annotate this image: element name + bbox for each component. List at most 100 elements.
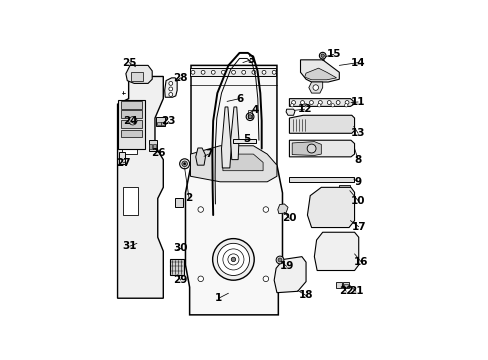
Text: 14: 14 xyxy=(350,58,365,68)
Bar xyxy=(157,122,161,125)
Polygon shape xyxy=(289,115,354,133)
Text: 27: 27 xyxy=(116,158,130,168)
Circle shape xyxy=(336,100,340,104)
Bar xyxy=(340,190,343,192)
Circle shape xyxy=(245,113,253,121)
Bar xyxy=(344,284,347,287)
Circle shape xyxy=(227,254,239,265)
Text: 10: 10 xyxy=(350,195,365,206)
Circle shape xyxy=(201,70,204,74)
Text: 19: 19 xyxy=(279,261,293,271)
Polygon shape xyxy=(274,257,305,293)
Polygon shape xyxy=(289,99,352,107)
Text: 5: 5 xyxy=(243,134,250,144)
Circle shape xyxy=(212,239,254,280)
Bar xyxy=(344,190,347,192)
Text: 7: 7 xyxy=(204,149,212,159)
Bar xyxy=(190,68,276,76)
Circle shape xyxy=(231,257,235,262)
Text: 24: 24 xyxy=(122,116,137,126)
Circle shape xyxy=(291,100,295,104)
Circle shape xyxy=(191,70,195,74)
Circle shape xyxy=(183,163,185,165)
Bar xyxy=(161,122,164,125)
Circle shape xyxy=(168,87,172,91)
Bar xyxy=(148,140,157,151)
Polygon shape xyxy=(314,232,358,270)
Polygon shape xyxy=(285,109,294,115)
Circle shape xyxy=(263,276,268,282)
Circle shape xyxy=(330,104,334,107)
Text: 26: 26 xyxy=(151,148,165,158)
Circle shape xyxy=(320,54,324,57)
Text: 21: 21 xyxy=(348,286,363,296)
Bar xyxy=(169,260,183,275)
Text: 18: 18 xyxy=(298,291,313,301)
Circle shape xyxy=(211,70,215,74)
Circle shape xyxy=(198,207,203,212)
Circle shape xyxy=(344,104,347,107)
Circle shape xyxy=(318,100,322,104)
Text: 1: 1 xyxy=(215,293,222,303)
Circle shape xyxy=(304,104,307,107)
Bar xyxy=(131,72,143,81)
Bar xyxy=(119,152,125,164)
Circle shape xyxy=(179,159,189,169)
Bar xyxy=(335,282,342,288)
Text: 28: 28 xyxy=(173,73,187,83)
Circle shape xyxy=(128,117,137,125)
Text: 31: 31 xyxy=(122,241,137,251)
Circle shape xyxy=(300,100,304,104)
Bar xyxy=(289,177,353,182)
Bar xyxy=(233,139,256,143)
Circle shape xyxy=(290,104,293,107)
Text: 20: 20 xyxy=(282,213,296,224)
Text: 25: 25 xyxy=(122,58,136,68)
Circle shape xyxy=(223,249,244,270)
Text: 15: 15 xyxy=(326,49,340,59)
Circle shape xyxy=(168,93,172,96)
Circle shape xyxy=(221,70,225,74)
Bar xyxy=(343,282,348,288)
Text: 29: 29 xyxy=(173,275,187,285)
Polygon shape xyxy=(289,140,354,157)
Text: 30: 30 xyxy=(173,243,187,253)
Bar xyxy=(122,133,137,154)
Bar xyxy=(248,110,251,118)
Text: 17: 17 xyxy=(351,222,366,232)
Polygon shape xyxy=(125,66,152,84)
Polygon shape xyxy=(300,60,339,82)
Bar xyxy=(121,102,142,109)
Circle shape xyxy=(182,161,187,167)
Polygon shape xyxy=(223,154,263,171)
Polygon shape xyxy=(307,187,354,228)
Polygon shape xyxy=(195,148,205,165)
Bar xyxy=(175,198,183,207)
Text: 23: 23 xyxy=(161,116,176,126)
Bar xyxy=(121,120,142,128)
Circle shape xyxy=(272,70,276,74)
Text: 16: 16 xyxy=(353,257,368,267)
Polygon shape xyxy=(117,76,163,298)
Text: 13: 13 xyxy=(350,128,365,138)
Bar xyxy=(153,144,156,149)
Circle shape xyxy=(198,276,203,282)
Text: 11: 11 xyxy=(350,97,365,107)
Polygon shape xyxy=(292,141,321,156)
Bar xyxy=(118,100,145,149)
Circle shape xyxy=(168,81,172,85)
Circle shape xyxy=(263,207,268,212)
Circle shape xyxy=(278,258,282,262)
Text: 12: 12 xyxy=(297,104,311,114)
Circle shape xyxy=(306,144,315,153)
Circle shape xyxy=(345,100,348,104)
Bar xyxy=(149,144,152,149)
Polygon shape xyxy=(304,68,336,80)
Bar xyxy=(339,185,349,193)
Circle shape xyxy=(326,100,330,104)
Polygon shape xyxy=(190,146,276,182)
Circle shape xyxy=(262,70,265,74)
Bar xyxy=(121,110,142,118)
Circle shape xyxy=(231,70,235,74)
Text: 2: 2 xyxy=(185,193,192,203)
